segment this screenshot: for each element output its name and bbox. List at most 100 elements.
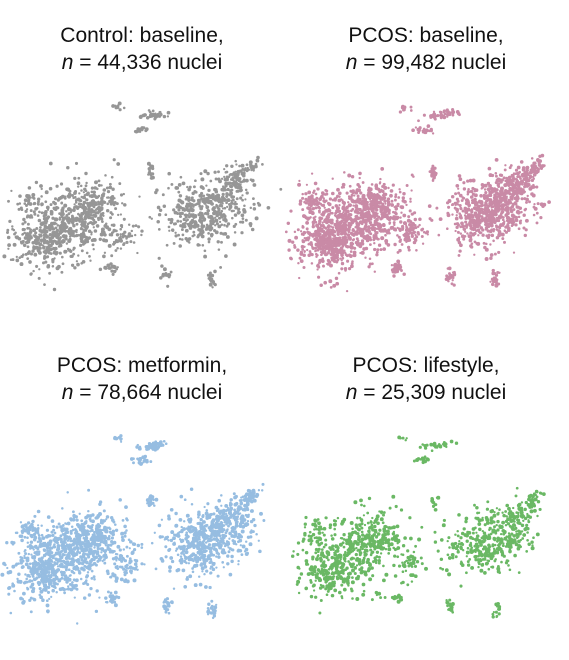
nucleus-point: [379, 195, 382, 199]
nucleus-point: [113, 197, 116, 200]
nucleus-point: [174, 185, 179, 190]
nucleus-point: [299, 251, 304, 256]
nucleus-point: [219, 265, 223, 269]
nucleus-point: [140, 229, 144, 233]
nucleus-point: [518, 206, 523, 211]
nucleus-point: [187, 198, 191, 202]
nucleus-point: [458, 113, 461, 117]
nucleus-point: [240, 213, 245, 218]
nucleus-point: [188, 212, 191, 215]
nucleus-point: [102, 188, 107, 192]
nucleus-point: [389, 189, 394, 193]
nucleus-point: [95, 543, 99, 547]
nucleus-point: [221, 207, 225, 210]
nucleus-point: [36, 248, 41, 253]
nucleus-point: [373, 270, 376, 273]
nucleus-point: [302, 253, 306, 258]
nucleus-point: [302, 233, 305, 237]
nucleus-point: [374, 219, 378, 222]
nucleus-point: [129, 240, 133, 244]
nucleus-point: [57, 522, 61, 526]
nucleus-point: [311, 225, 315, 229]
nucleus-point: [33, 577, 37, 582]
nucleus-point: [402, 108, 406, 112]
nucleus-point: [501, 218, 505, 222]
nucleus-point: [66, 216, 71, 220]
nucleus-point: [131, 224, 135, 228]
nucleus-point: [21, 600, 26, 605]
nucleus-point: [514, 215, 519, 220]
nucleus-point: [74, 201, 78, 204]
nucleus-point: [475, 208, 479, 212]
nucleus-point: [301, 208, 305, 212]
nucleus-point: [36, 197, 41, 201]
nucleus-point: [217, 170, 220, 174]
nucleus-point: [464, 201, 469, 206]
nucleus-point: [200, 234, 205, 239]
nucleus-point: [409, 109, 413, 112]
nucleus-point: [42, 214, 46, 217]
nucleus-point: [332, 259, 337, 263]
nucleus-point: [306, 216, 311, 221]
nucleus-point: [312, 189, 316, 193]
nucleus-point: [203, 217, 206, 221]
nucleus-point: [364, 201, 368, 205]
nucleus-point: [346, 259, 350, 263]
nucleus-point: [321, 210, 326, 215]
nucleus-point: [451, 213, 454, 216]
nucleus-point: [332, 283, 337, 288]
nucleus-point: [489, 198, 493, 202]
nucleus-point: [359, 229, 364, 233]
nucleus-point: [236, 170, 241, 175]
nucleus-point: [328, 279, 333, 284]
nucleus-point: [94, 555, 99, 560]
nucleus-point: [118, 236, 122, 240]
nucleus-point: [178, 214, 183, 219]
nucleus-point: [134, 233, 137, 237]
nucleus-point: [122, 243, 126, 247]
nucleus-point: [293, 244, 296, 247]
nucleus-point: [467, 187, 470, 191]
nucleus-point: [494, 209, 498, 213]
nucleus-point: [96, 522, 100, 527]
nucleus-point: [141, 113, 146, 118]
nucleus-point: [67, 248, 72, 253]
nucleus-point: [216, 240, 220, 244]
nucleus-point: [188, 185, 192, 189]
nucleus-point: [471, 178, 476, 183]
nucleus-point: [85, 539, 89, 543]
nucleus-point: [7, 592, 11, 596]
nucleus-point: [235, 197, 239, 201]
nucleus-point: [209, 199, 213, 204]
nucleus-point: [519, 160, 524, 164]
nucleus-point: [119, 193, 124, 197]
nucleus-point: [343, 217, 347, 221]
nucleus-point: [73, 596, 76, 599]
nucleus-point: [227, 550, 231, 554]
nucleus-point: [68, 557, 71, 560]
nucleus-point: [71, 194, 74, 197]
nucleus-point: [215, 222, 219, 226]
nucleus-point: [409, 220, 413, 224]
nucleus-point: [254, 162, 258, 166]
nucleus-point: [36, 562, 41, 566]
cell-cluster: [489, 268, 501, 288]
nucleus-point: [210, 273, 215, 278]
nucleus-point: [150, 164, 155, 169]
nucleus-point: [108, 534, 111, 538]
nucleus-point: [341, 244, 345, 248]
nucleus-point: [483, 183, 488, 188]
nucleus-point: [54, 557, 57, 560]
nucleus-point: [502, 193, 507, 198]
nucleus-point: [505, 195, 508, 199]
nucleus-point: [502, 224, 505, 227]
nucleus-point: [366, 207, 371, 211]
nucleus-point: [64, 568, 68, 572]
nucleus-point: [354, 204, 359, 208]
nucleus-point: [350, 193, 354, 197]
nucleus-point: [89, 559, 93, 563]
nucleus-point: [187, 187, 191, 192]
nucleus-point: [130, 234, 134, 238]
nucleus-point: [341, 256, 345, 260]
nucleus-point: [25, 577, 28, 581]
